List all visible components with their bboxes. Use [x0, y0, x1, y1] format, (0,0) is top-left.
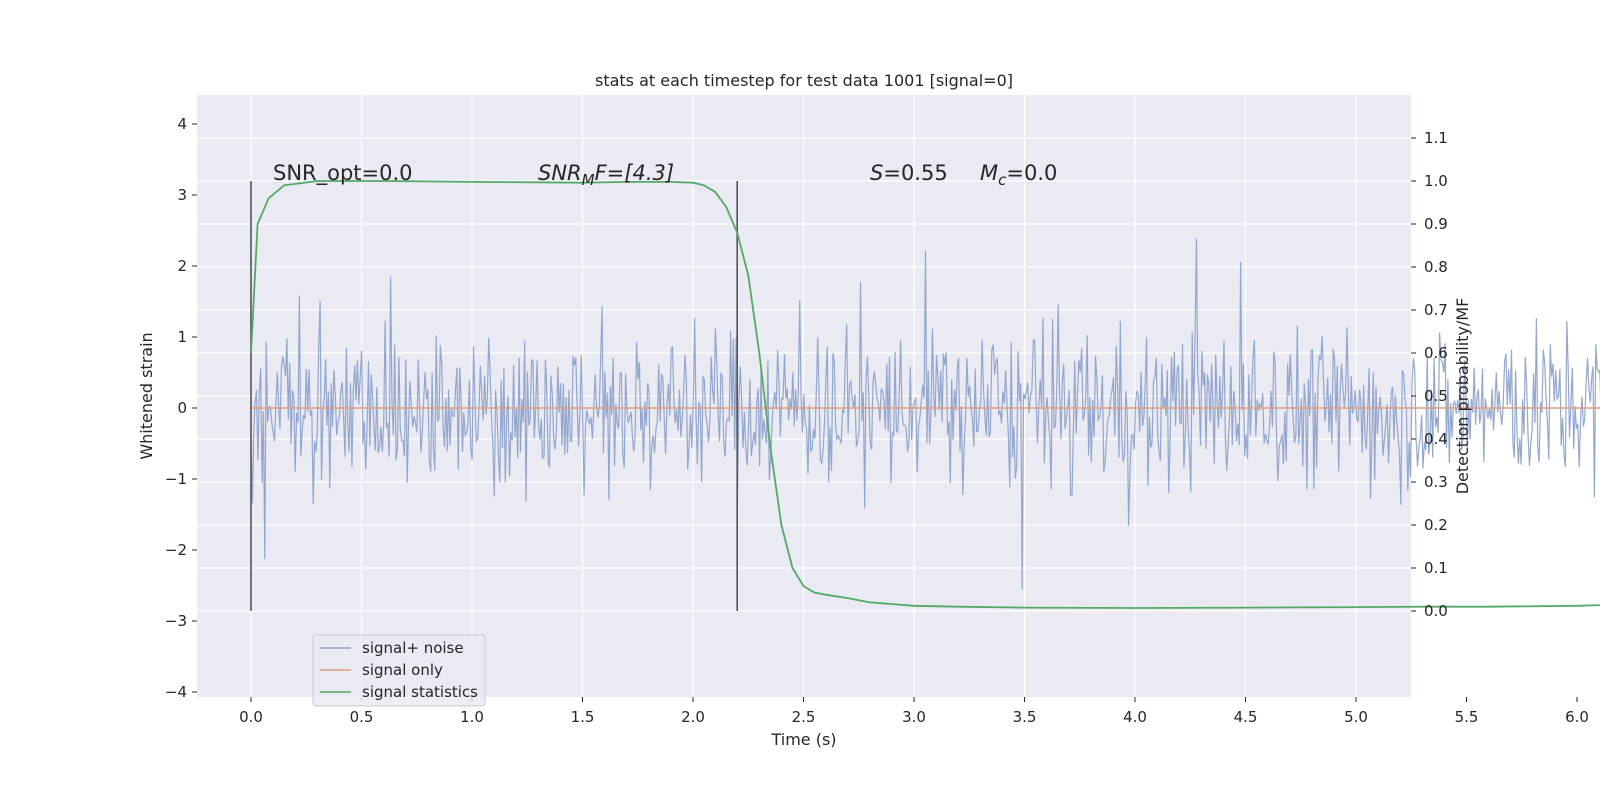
annotation-snr-opt-text: SNR_opt=0.0: [273, 161, 413, 186]
annotations: SNR_opt=0.0 SNRMF=[4.3] S=0.55 Mc=0.0: [273, 161, 1057, 189]
y2-tick-label: 0.3: [1424, 473, 1448, 491]
y-tick-label: −1: [165, 470, 187, 488]
x-tick-label: 6.0: [1565, 708, 1589, 726]
y-tick-label: −2: [165, 541, 187, 559]
y2-tick-label: 0.6: [1424, 344, 1448, 362]
y2-tick-label: 0.5: [1424, 387, 1448, 405]
y2-tick-label: 0.2: [1424, 516, 1448, 534]
y-tick-label: −4: [165, 683, 187, 701]
y2-axis-ticks: 1.1 1.0 0.9 0.8 0.7 0.6 0.5 0.4 0.3 0.2 0.1 0.0: [1411, 129, 1448, 620]
annotation-s: S=0.55: [870, 161, 948, 185]
chart-title: stats at each timestep for test data 100…: [595, 71, 1013, 90]
annotation-snr-opt: SNR_opt=0.0: [273, 161, 413, 186]
signal-statistics-series: [250, 180, 1600, 609]
x-tick-label: 4.5: [1234, 708, 1258, 726]
x-tick-label: 0.0: [239, 708, 263, 726]
annotation-mc-sub: c: [998, 171, 1007, 189]
signal-plus-noise-line: [250, 238, 1600, 590]
y2-tick-label: 1.0: [1424, 172, 1448, 190]
y2-tick-label: 0.8: [1424, 258, 1448, 276]
legend: signal+ noise signal only signal statist…: [312, 634, 486, 707]
legend-label-signal-statistics: signal statistics: [362, 683, 478, 701]
y-tick-label: −3: [165, 612, 187, 630]
annotation-mc-tail: =0.0: [1006, 161, 1057, 185]
signal-statistics-line: [250, 180, 1600, 609]
y2-tick-label: 1.1: [1424, 129, 1448, 147]
x-tick-label: 5.5: [1455, 708, 1479, 726]
y2-tick-label: 0.9: [1424, 215, 1448, 233]
annotation-snr-mf: SNRMF=[4.3]: [538, 161, 674, 189]
vertical-markers: [250, 181, 739, 611]
x-axis-label: Time (s): [770, 730, 836, 749]
y2-tick-label: 0.7: [1424, 301, 1448, 319]
x-tick-label: 1.0: [460, 708, 484, 726]
signal-plus-noise-series: [250, 238, 1600, 590]
annotation-s-tail: =0.55: [883, 161, 947, 185]
y-tick-label: 0: [177, 399, 187, 417]
x-tick-label: 5.0: [1344, 708, 1368, 726]
x-axis-ticks: 0.00.51.01.52.02.53.03.54.04.55.05.56.06…: [239, 697, 1589, 726]
annotation-mc: Mc=0.0: [980, 161, 1057, 189]
y2-tick-label: 0.4: [1424, 430, 1448, 448]
y-axis-ticks: 4 3 2 1 0 −1 −2 −3 −4: [165, 115, 197, 701]
x-tick-label: 2.5: [792, 708, 816, 726]
annotation-snr-mf-tail: F=[4.3]: [595, 161, 674, 185]
legend-label-signal-plus-noise: signal+ noise: [362, 639, 464, 657]
annotation-snr-mf-sub: M: [582, 171, 595, 189]
annotation-mc-main: M: [980, 161, 998, 185]
y2-tick-label: 0.0: [1424, 602, 1448, 620]
annotation-s-main: S: [870, 161, 883, 185]
x-tick-label: 0.5: [350, 708, 374, 726]
y-tick-label: 3: [177, 186, 187, 204]
annotation-snr-mf-main: SNR: [538, 161, 582, 185]
x-tick-label: 3.5: [1013, 708, 1037, 726]
y-tick-label: 2: [177, 257, 187, 275]
x-tick-label: 3.0: [902, 708, 926, 726]
y-axis-label: Whitened strain: [137, 332, 156, 459]
x-tick-label: 1.5: [571, 708, 595, 726]
y-tick-label: 1: [177, 328, 187, 346]
x-tick-label: 2.0: [681, 708, 705, 726]
y-tick-label: 4: [177, 115, 187, 133]
y2-tick-label: 0.1: [1424, 559, 1448, 577]
legend-box: [312, 634, 486, 707]
y2-axis-label: Detection probability/MF: [1453, 298, 1472, 495]
x-tick-label: 4.0: [1123, 708, 1147, 726]
legend-label-signal-only: signal only: [362, 661, 443, 679]
